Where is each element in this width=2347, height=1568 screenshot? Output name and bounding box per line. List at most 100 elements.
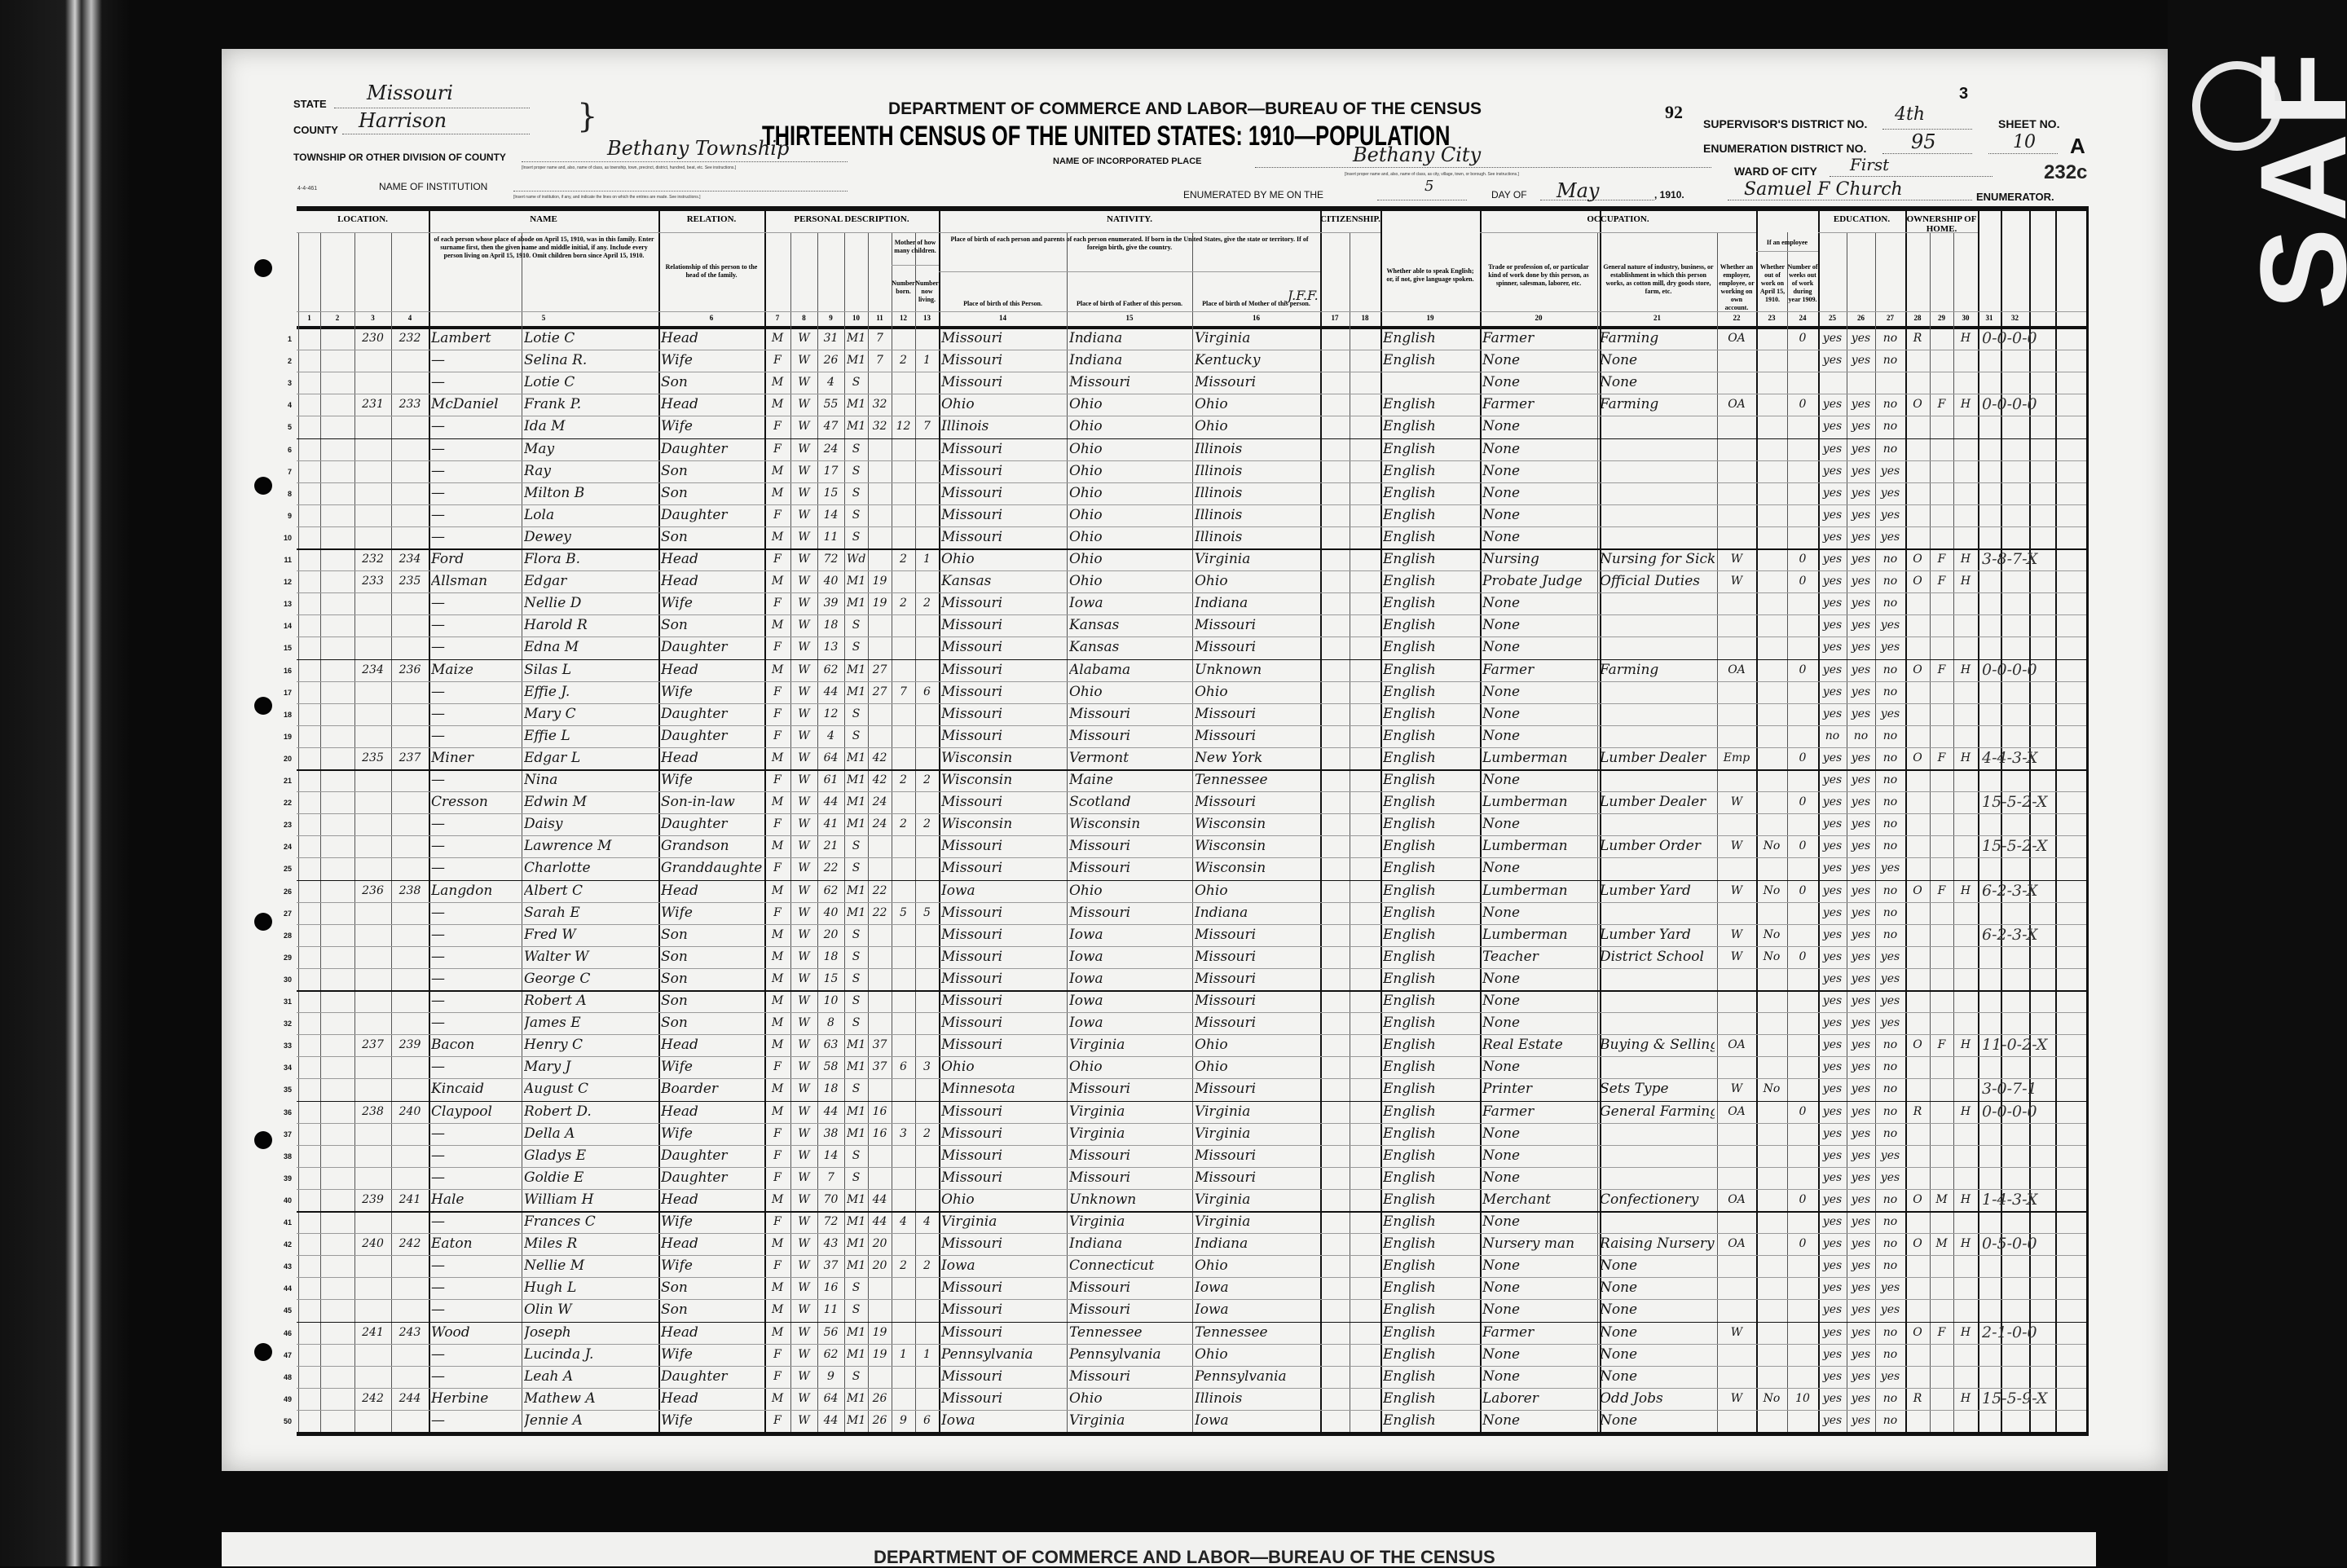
cell-ym: 19: [872, 597, 887, 610]
cell-living: 7: [923, 420, 931, 434]
cell-trade: None: [1482, 860, 1521, 877]
cell-marital: M1: [847, 1259, 865, 1273]
group-divider: [764, 232, 939, 233]
cell-color: W: [798, 619, 810, 632]
cell-ym: 42: [872, 773, 887, 786]
cell-color: W: [798, 1170, 810, 1184]
line-number: 28: [283, 931, 292, 940]
cell-trade: None: [1482, 1346, 1521, 1363]
cell-given: Nellie D: [524, 595, 582, 612]
cell-pob: Missouri: [941, 1324, 1003, 1341]
cell-surname: —: [431, 506, 445, 523]
cell-industry: Confectionery: [1600, 1191, 1699, 1208]
cell-sex: F: [773, 553, 782, 566]
cell-marital: S: [852, 1016, 861, 1030]
cell-sex: F: [773, 773, 782, 786]
cell-lang: English: [1383, 396, 1436, 413]
cell-living: 2: [923, 597, 931, 610]
cell-owned: R: [1913, 332, 1922, 345]
cell-trade: None: [1482, 639, 1521, 656]
cell-color: W: [798, 530, 810, 544]
line-number: 21: [283, 777, 292, 785]
cell-industry: None: [1600, 352, 1638, 369]
punch-hole-icon: [254, 477, 272, 495]
enumeration-value: 95: [1911, 130, 1936, 153]
line-number: 14: [283, 622, 292, 631]
cell-given: Lotie C: [524, 330, 575, 346]
cell-mpob: Ohio: [1195, 396, 1228, 413]
cell-pob: Missouri: [941, 838, 1003, 855]
cell-color: W: [798, 553, 810, 566]
column-number: 29: [1938, 314, 1945, 322]
column-group-personal: Personal Description.: [794, 214, 909, 224]
cell-ym: 24: [872, 817, 887, 831]
row-divider: [297, 1056, 2086, 1058]
cell-farm: H: [1960, 883, 1971, 897]
cell-trade: Teacher: [1482, 948, 1539, 965]
cell-read: no: [1825, 729, 1840, 742]
cell-fpob: Ohio: [1069, 882, 1103, 899]
cell-school: yes: [1880, 1148, 1900, 1162]
cell-fpob: Wisconsin: [1069, 816, 1141, 833]
column-number: 23: [1768, 314, 1776, 322]
cell-dwelling: 235: [362, 751, 384, 764]
cell-dwelling: 233: [362, 575, 384, 588]
cell-family: 238: [399, 883, 421, 897]
ward-rule: [1830, 176, 1993, 177]
cell-marital: M1: [847, 420, 865, 434]
cell-fpob: Tennessee: [1069, 1324, 1143, 1341]
cell-mpob: Illinois: [1195, 440, 1243, 457]
column-divider: [844, 232, 845, 1432]
cell-trade: None: [1482, 528, 1521, 545]
cell-family: 242: [399, 1237, 421, 1251]
line-number: 45: [283, 1306, 292, 1315]
cell-school: no: [1882, 1104, 1898, 1118]
cell-given: Ray: [524, 462, 551, 479]
cell-trade: None: [1482, 1059, 1521, 1076]
cell-codes: 0-0-0-0: [1982, 660, 2037, 679]
row-divider: [297, 1166, 2086, 1168]
cell-color: W: [798, 663, 810, 676]
column-group-nativity: Nativity.: [1107, 214, 1152, 224]
cell-surname: Hale: [431, 1191, 465, 1208]
cell-trade: Lumberman: [1482, 794, 1568, 811]
row-divider: [297, 1233, 2086, 1235]
cell-fpob: Missouri: [1069, 1280, 1131, 1297]
cell-read: yes: [1822, 773, 1843, 786]
cell-relation: Wife: [661, 1213, 693, 1230]
cell-mpob: Virginia: [1195, 1213, 1251, 1230]
column-number: 5: [541, 314, 546, 322]
cell-given: Edwin M: [524, 794, 588, 811]
cell-industry: Raising Nursery Stock: [1600, 1235, 1715, 1253]
row-divider: [297, 1409, 2086, 1411]
cell-pob: Missouri: [941, 374, 1003, 391]
cell-read: yes: [1822, 685, 1843, 698]
incorporated-label: Name of incorporated place: [1053, 156, 1202, 166]
cell-school: no: [1882, 751, 1898, 764]
column-header-nativity: Place of birth of each person and parent…: [950, 236, 1309, 251]
cell-color: W: [798, 773, 810, 786]
cell-pob: Missouri: [941, 860, 1003, 877]
column-number: 17: [1331, 314, 1339, 322]
cell-free: F: [1937, 1038, 1946, 1052]
cell-marital: M1: [847, 1192, 865, 1206]
cell-marital: M1: [847, 1347, 865, 1361]
cell-mpob: Indiana: [1195, 595, 1248, 612]
subgroup-divider: [1756, 251, 1818, 252]
line-number: 42: [283, 1240, 292, 1249]
cell-color: W: [798, 1259, 810, 1273]
cell-fpob: Ohio: [1069, 484, 1103, 501]
cell-codes: 0-0-0-0: [1982, 1102, 2037, 1121]
cell-born: 9: [900, 1413, 907, 1427]
cell-mpob: Wisconsin: [1195, 860, 1266, 877]
cell-read: yes: [1822, 1038, 1843, 1052]
row-divider: [297, 769, 2086, 771]
cell-mpob: Iowa: [1195, 1302, 1229, 1319]
cell-lang: English: [1383, 727, 1436, 744]
cell-color: W: [798, 707, 810, 720]
cell-dwelling: 230: [362, 332, 384, 345]
cell-pob: Missouri: [941, 926, 1003, 943]
cell-read: yes: [1822, 1060, 1843, 1074]
cell-marital: M1: [847, 751, 865, 764]
column-number: 24: [1799, 314, 1807, 322]
